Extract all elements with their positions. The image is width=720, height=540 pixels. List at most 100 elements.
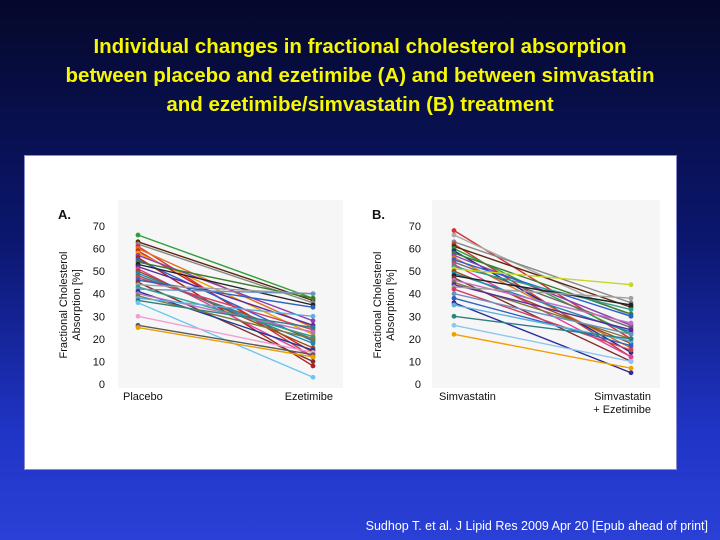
x-category-label: + Ezetimibe — [593, 404, 651, 416]
data-point — [628, 370, 634, 376]
series-line — [137, 286, 314, 338]
series-line — [137, 234, 314, 299]
y-tick-label: 50 — [93, 266, 105, 278]
series-line — [453, 284, 632, 331]
data-point — [310, 359, 316, 364]
data-point — [451, 228, 457, 233]
y-tick-label: 60 — [93, 244, 105, 256]
data-point — [451, 302, 457, 308]
data-point — [310, 340, 316, 346]
series-line — [453, 297, 632, 347]
data-point — [451, 291, 457, 297]
y-tick-label: 40 — [93, 289, 105, 301]
series-line — [453, 261, 632, 329]
data-point — [628, 327, 634, 333]
series-line — [137, 241, 314, 302]
data-point — [628, 354, 634, 360]
series-line — [453, 293, 632, 336]
figure-svg: A.Fractional Cholesterol Absorption [%]01… — [58, 200, 660, 416]
title-line-3: and ezetimibe/simvastatin (B) treatment — [166, 93, 554, 116]
y-tick-label: 30 — [409, 311, 421, 323]
series-line — [137, 254, 314, 322]
series-line — [137, 299, 314, 329]
data-point — [451, 232, 457, 238]
data-point — [628, 365, 634, 371]
data-point — [310, 318, 316, 324]
data-point — [628, 336, 634, 342]
y-tick-label: 20 — [93, 334, 105, 346]
series-line — [453, 315, 632, 340]
data-point — [135, 300, 141, 306]
data-point — [310, 295, 316, 301]
y-tick-label: 10 — [93, 356, 105, 368]
series-line — [137, 265, 314, 326]
series-line — [137, 283, 314, 295]
data-point — [310, 329, 316, 335]
y-tick-label: 70 — [409, 221, 421, 233]
series-line — [453, 241, 632, 304]
series-line — [453, 274, 632, 306]
data-point — [135, 313, 141, 319]
data-point — [451, 322, 457, 328]
x-category-label: Simvastatin — [439, 391, 496, 403]
data-point — [310, 291, 316, 297]
data-point — [310, 336, 316, 342]
y-tick-label: 50 — [409, 266, 421, 278]
series-line — [453, 265, 632, 311]
data-point — [310, 354, 316, 360]
y-tick-label: 60 — [409, 244, 421, 256]
y-tick-label: 0 — [99, 379, 105, 391]
figure-panel: A. Fractional Cholesterol Absorption [%] 0 1… — [24, 155, 677, 470]
data-point — [628, 359, 634, 364]
series-line — [453, 288, 632, 351]
series-line — [137, 297, 314, 317]
y-tick-label: 40 — [409, 289, 421, 301]
series-line — [137, 295, 314, 340]
series-line — [453, 279, 632, 324]
title-line-1: Individual changes in fractional cholest… — [93, 35, 627, 58]
data-point — [628, 320, 634, 326]
y-axis-label-line: Fractional Cholesterol — [58, 252, 70, 359]
data-point — [451, 313, 457, 319]
data-point — [310, 304, 316, 310]
series-line — [137, 324, 314, 356]
y-axis-label-line: Fractional Cholesterol — [372, 252, 384, 359]
data-point — [310, 363, 316, 369]
data-point — [628, 302, 634, 308]
series-line — [137, 263, 314, 306]
series-line — [137, 315, 314, 354]
data-point — [310, 374, 316, 380]
data-point — [628, 331, 634, 337]
data-point — [628, 347, 634, 353]
series-line — [137, 259, 314, 342]
title-line-2: between placebo and ezetimibe (A) and be… — [65, 64, 655, 87]
y-tick-label: 70 — [93, 221, 105, 233]
series-line — [137, 326, 314, 358]
y-axis-label-line: Absorption [%] — [71, 269, 83, 341]
data-point — [628, 313, 634, 319]
y-axis-label-line: Absorption [%] — [385, 269, 397, 341]
series-line — [453, 333, 632, 369]
series-line — [453, 324, 632, 363]
y-tick-label: 30 — [93, 311, 105, 323]
citation: Sudhop T. et al. J Lipid Res 2009 Apr 20… — [365, 519, 708, 533]
panel-label: B. — [372, 207, 385, 222]
data-point — [451, 331, 457, 337]
slide-title: Individual changes in fractional cholest… — [0, 32, 720, 119]
series-line — [137, 279, 314, 308]
series-line — [453, 268, 632, 286]
data-point — [135, 232, 141, 238]
data-point — [628, 282, 634, 288]
series-line — [137, 270, 314, 349]
data-point — [310, 325, 316, 330]
series-line — [453, 286, 632, 299]
x-category-label: Placebo — [123, 391, 163, 403]
x-category-label: Ezetimibe — [285, 391, 333, 403]
y-tick-label: 0 — [415, 379, 421, 391]
x-category-label: Simvastatin — [594, 391, 651, 403]
data-point — [451, 295, 457, 301]
data-point — [451, 286, 457, 292]
series-line — [453, 302, 632, 374]
series-line — [137, 288, 314, 295]
series-line — [453, 252, 632, 315]
